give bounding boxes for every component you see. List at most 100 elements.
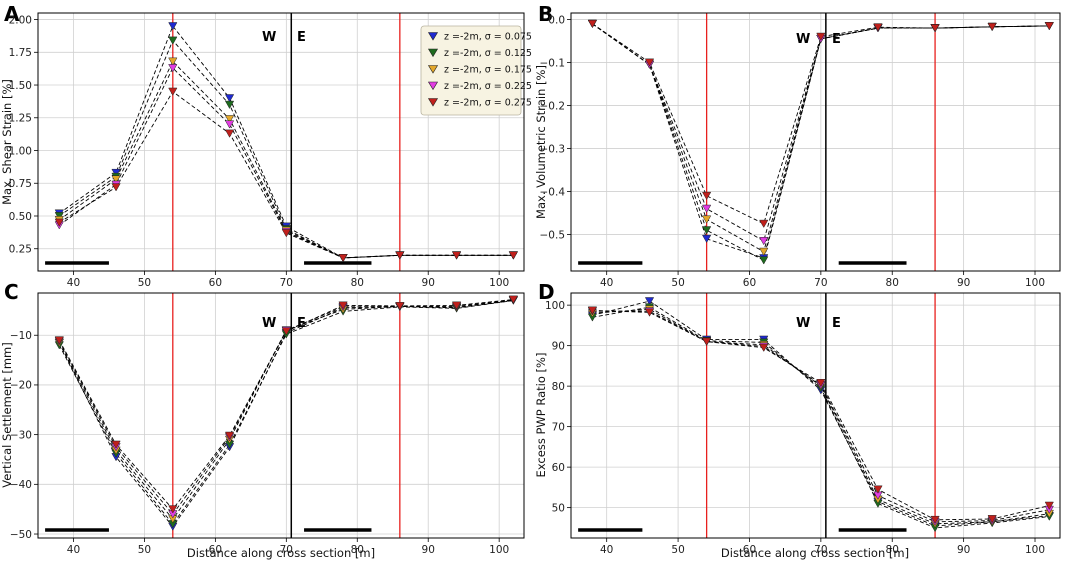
panel-c-frame bbox=[37, 292, 525, 539]
panel-b-x-tick-label: 50 bbox=[671, 277, 684, 289]
legend-label: z =-2m, σ = 0.275 bbox=[444, 98, 532, 109]
panel-b-x-tick-label: 100 bbox=[1025, 277, 1045, 289]
legend-marker bbox=[427, 81, 439, 91]
panel-d-frame bbox=[570, 292, 1061, 539]
panel-a-data-point bbox=[281, 229, 291, 238]
panel-a-marks bbox=[45, 13, 518, 271]
panel-c-data-point bbox=[168, 505, 178, 514]
legend-entry: z =-2m, σ = 0.225 bbox=[427, 81, 532, 92]
panel-b-y-tick-label: −0.5 bbox=[540, 229, 566, 241]
panel-a-x-tick-label: 90 bbox=[422, 277, 435, 289]
panel-c-data-point bbox=[224, 431, 235, 440]
panel-b-data-point bbox=[759, 219, 769, 229]
panel-b-data-point bbox=[702, 234, 712, 244]
legend-box bbox=[420, 25, 522, 116]
panel-c-x-tick-label: 50 bbox=[138, 544, 151, 556]
panel-b-y-tick-label: −0.2 bbox=[540, 100, 566, 112]
panel-a-x-tick-label: 40 bbox=[67, 277, 80, 289]
panel-a-y-axis-label: Max. Shear Strain [%] bbox=[0, 79, 14, 205]
panel-b-data-point bbox=[816, 32, 826, 41]
panel-a-data-point bbox=[508, 251, 518, 260]
panel-b-letter: B bbox=[538, 2, 553, 26]
panel-c-x-tick-label: 90 bbox=[422, 544, 435, 556]
panel-b-data-point bbox=[759, 256, 769, 265]
panel-b-y-axis-label: Max. Volumetric Strain [%] bbox=[534, 65, 548, 219]
panel-d-y-tick-label: 70 bbox=[552, 421, 565, 433]
panel-c-x-tick-label: 40 bbox=[67, 544, 80, 556]
panel-d-y-tick-label: 60 bbox=[552, 462, 565, 474]
legend-marker bbox=[427, 98, 439, 107]
panel-b-y-tick-label: −0.4 bbox=[540, 186, 566, 198]
panel-b-data-point bbox=[702, 215, 712, 224]
panel-a: A 40 50 60 70 80 90 100 0.25 0.50 0.75 1.00 1.25 1.5… bbox=[0, 2, 532, 289]
panel-d-y-tick-label: 80 bbox=[552, 381, 565, 393]
panel-d-y-tick-label: 50 bbox=[552, 502, 565, 514]
panel-c-data-point bbox=[281, 327, 291, 336]
panel-b-wall-e-label: E bbox=[832, 32, 841, 47]
panel-b-y-tick-label: −0.1 bbox=[540, 57, 566, 69]
panel-c-ticks: 40 50 60 70 80 90 100 −10 −20 −30 −40 −50 bbox=[10, 330, 509, 556]
panel-a-data-point bbox=[451, 251, 462, 260]
panel-a-data-point bbox=[168, 57, 178, 66]
panel-d-data-point bbox=[644, 308, 655, 317]
panel-c-x-tick-label: 60 bbox=[209, 544, 222, 556]
panel-d-x-tick-label: 40 bbox=[600, 544, 613, 556]
panel-b-data-point bbox=[873, 23, 883, 32]
panel-d-x-tick-label: 100 bbox=[1025, 544, 1045, 556]
panel-d-data-point bbox=[702, 337, 712, 346]
panel-d-data-point bbox=[759, 343, 769, 352]
panel-b-data-point bbox=[702, 226, 712, 235]
panel-b-ticks: 40 50 60 70 80 90 100 0.0 −0.1 −0.2 −0.3 −0.4 −0.5 bbox=[540, 14, 1046, 289]
panel-a-x-tick-label: 50 bbox=[138, 277, 151, 289]
panel-a-y-tick-label: 1.75 bbox=[9, 47, 32, 59]
panel-b-x-tick-label: 80 bbox=[886, 277, 899, 289]
legend-label: z =-2m, σ = 0.225 bbox=[444, 81, 532, 92]
legend-label: z =-2m, σ = 0.075 bbox=[444, 32, 532, 43]
panel-a-x-tick-label: 70 bbox=[280, 277, 293, 289]
legend-marker bbox=[427, 48, 439, 58]
legend: z =-2m, σ = 0.075 z =-2m, σ = 0.125 z =-… bbox=[420, 25, 532, 116]
panel-d-data-point bbox=[644, 297, 655, 306]
legend-entry: z =-2m, σ = 0.075 bbox=[427, 32, 532, 43]
panel-a-y-tick-label: 0.25 bbox=[9, 244, 32, 256]
legend-entry: z =-2m, σ = 0.175 bbox=[427, 65, 532, 76]
panel-d-data-point bbox=[987, 515, 997, 524]
panel-c-data-point bbox=[395, 302, 405, 311]
panel-b-x-tick-label: 60 bbox=[743, 277, 756, 289]
legend-entry: z =-2m, σ = 0.125 bbox=[427, 48, 532, 59]
legend-label: z =-2m, σ = 0.175 bbox=[444, 65, 532, 76]
panel-c-grid bbox=[38, 293, 524, 538]
panel-c-data-point bbox=[451, 301, 462, 310]
panel-b-data-point bbox=[702, 204, 712, 213]
panel-a-series-line bbox=[59, 25, 514, 259]
panel-c-y-tick-label: −30 bbox=[10, 429, 32, 441]
panel-a-y-tick-label: 1.25 bbox=[9, 113, 32, 125]
panel-d-x-tick-label: 90 bbox=[957, 544, 970, 556]
panel-a-wall-w-label: W bbox=[262, 30, 276, 45]
panel-c-y-tick-label: −40 bbox=[10, 479, 32, 491]
panel-a-data-point bbox=[224, 115, 235, 124]
panel-b-data-point bbox=[587, 19, 598, 29]
panel-d-wall-w-label: W bbox=[796, 316, 810, 331]
panel-a-letter: A bbox=[4, 2, 20, 26]
panel-d-x-tick-label: 60 bbox=[743, 544, 756, 556]
panel-c: C 40 50 60 70 80 90 100 −10 −20 −30 −40 −50 Vertica… bbox=[0, 280, 525, 560]
panel-a-series-line bbox=[59, 67, 514, 259]
panel-d-y-tick-label: 90 bbox=[552, 340, 565, 352]
panel-b: B 40 50 60 70 80 90 100 0.0 −0.1 −0.2 −0.3 −0.4 −0.5… bbox=[534, 2, 1061, 289]
panel-c-x-axis-label: Distance along cross section [m] bbox=[187, 546, 375, 560]
panel-d-wall-e-label: E bbox=[832, 316, 841, 331]
panel-b-wall-w-label: W bbox=[796, 32, 810, 47]
legend-marker bbox=[427, 65, 439, 74]
panel-b-frame bbox=[570, 12, 1061, 272]
legend-label: z =-2m, σ = 0.125 bbox=[444, 48, 532, 59]
panel-c-letter: C bbox=[4, 280, 19, 304]
panel-a-data-point bbox=[338, 254, 348, 263]
panel-a-y-tick-label: 0.75 bbox=[9, 178, 32, 190]
panel-b-y-tick-label: 0.0 bbox=[548, 14, 565, 26]
panel-c-x-tick-label: 70 bbox=[280, 544, 293, 556]
panel-a-y-tick-label: 1.00 bbox=[9, 145, 32, 157]
panel-c-x-tick-label: 100 bbox=[489, 544, 509, 556]
panel-a-data-point bbox=[224, 129, 235, 138]
